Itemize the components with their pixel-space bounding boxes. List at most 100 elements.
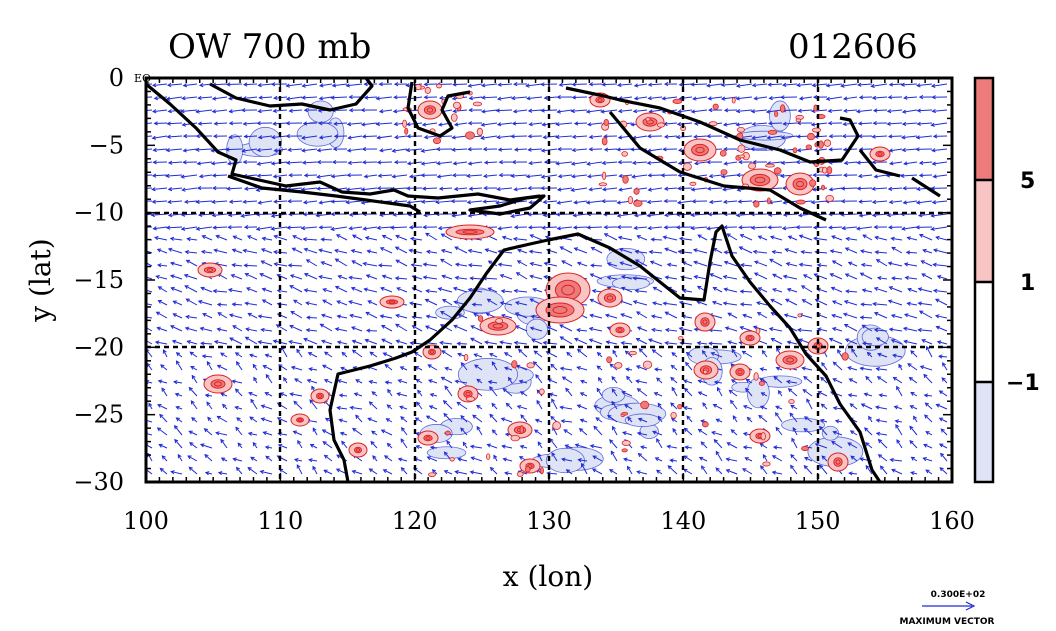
wind-vector — [500, 302, 513, 306]
wind-vector-head — [323, 469, 328, 474]
wind-vector — [426, 290, 438, 293]
wind-vector — [859, 200, 873, 203]
positive-ow-fleck — [476, 127, 483, 136]
wind-vector — [159, 444, 168, 449]
wind-vector-head — [685, 351, 691, 356]
wind-vector-head — [528, 122, 533, 127]
wind-vector — [460, 427, 468, 436]
wind-vector-head — [527, 108, 533, 113]
wind-vector — [410, 342, 423, 345]
wind-vector — [785, 298, 798, 306]
wind-vector — [587, 174, 603, 178]
wind-vector — [604, 233, 618, 241]
wind-vector — [361, 122, 378, 126]
wind-vector — [337, 315, 348, 319]
wind-vector-head — [386, 442, 391, 447]
wind-vector-head — [847, 261, 853, 266]
wind-vector-head — [175, 405, 180, 410]
wind-vector-head — [576, 261, 582, 266]
positive-ow-fleck — [841, 352, 849, 361]
wind-vector — [896, 439, 903, 449]
wind-vector-head — [723, 287, 728, 292]
wind-vector-head — [646, 160, 652, 166]
wind-vector — [453, 161, 468, 165]
wind-vector — [581, 463, 588, 475]
wind-vector — [803, 376, 813, 384]
negative-ow-patch — [611, 276, 650, 291]
wind-vector-head — [892, 353, 897, 358]
wind-vector — [474, 364, 483, 371]
wind-vector-head — [273, 234, 278, 239]
wind-vector-head — [713, 380, 719, 385]
wind-vector-head — [610, 450, 615, 455]
wind-vector — [337, 407, 348, 410]
wind-vector — [861, 303, 873, 306]
wind-vector-head — [443, 451, 448, 456]
colorbar-tick-1: 1 — [1020, 271, 1035, 296]
positive-ow-core — [735, 368, 745, 376]
wind-vector-head — [780, 135, 786, 140]
wind-vector — [783, 83, 798, 86]
wind-vector-head — [173, 424, 179, 430]
wind-vector-head — [873, 174, 878, 179]
wind-vector-head — [316, 159, 322, 165]
wind-vector-head — [351, 469, 356, 474]
wind-vector-head — [847, 366, 852, 371]
wind-vector-head — [832, 430, 837, 435]
wind-vector-head — [371, 430, 376, 435]
positive-ow-fleck — [702, 421, 709, 428]
wind-vector — [904, 313, 918, 319]
wind-vector-head — [817, 390, 822, 395]
wind-vector — [919, 161, 933, 164]
wind-vector — [877, 353, 888, 358]
positive-ow-fleck — [436, 83, 442, 89]
wind-vector — [400, 438, 408, 449]
wind-vector — [826, 83, 843, 87]
wind-vector — [633, 109, 648, 112]
wind-vector-head — [513, 82, 518, 87]
positive-ow-fleck — [552, 421, 562, 430]
wind-vector — [859, 213, 873, 217]
wind-vector-head — [360, 107, 365, 113]
wind-vector-head — [288, 339, 293, 345]
wind-vector-head — [361, 146, 367, 152]
wind-vector-head — [242, 159, 247, 165]
wind-vector — [598, 377, 603, 384]
wind-vector-head — [751, 135, 756, 140]
wind-vector-head — [273, 95, 278, 101]
wind-vector — [560, 336, 573, 345]
wind-vector — [786, 380, 798, 384]
wind-vector-head — [454, 262, 460, 267]
wind-vector — [889, 161, 903, 165]
wind-vector-head — [586, 225, 591, 230]
wind-vector-head — [785, 262, 791, 267]
wind-vector — [617, 148, 633, 151]
wind-vector-head — [387, 388, 392, 394]
wind-vector — [611, 401, 618, 410]
wind-vector-head — [245, 327, 250, 332]
wind-vector — [676, 135, 693, 138]
wind-vector-head — [321, 364, 327, 369]
wind-vector-head — [563, 429, 568, 434]
wind-vector — [161, 387, 168, 397]
wind-vector-head — [226, 161, 232, 166]
positive-ow-fleck — [463, 353, 469, 362]
wind-vector-head — [706, 83, 711, 88]
wind-vector — [258, 135, 273, 139]
wind-vector-head — [906, 236, 911, 241]
wind-vector-head — [503, 352, 509, 357]
wind-vector — [721, 96, 738, 100]
wind-vector — [887, 213, 903, 216]
wind-vector-head — [601, 199, 606, 204]
wind-vector-head — [834, 419, 840, 424]
wind-vector-head — [365, 328, 371, 333]
wind-vector-head — [941, 377, 946, 382]
wind-vector-head — [199, 443, 205, 448]
wind-vector — [160, 364, 168, 371]
wind-vector — [306, 302, 318, 306]
wind-vector-head — [767, 82, 772, 87]
wind-vector-head — [486, 443, 491, 448]
wind-vector-head — [271, 135, 276, 140]
wind-vector-head — [481, 95, 486, 100]
wind-vector-head — [166, 134, 171, 139]
